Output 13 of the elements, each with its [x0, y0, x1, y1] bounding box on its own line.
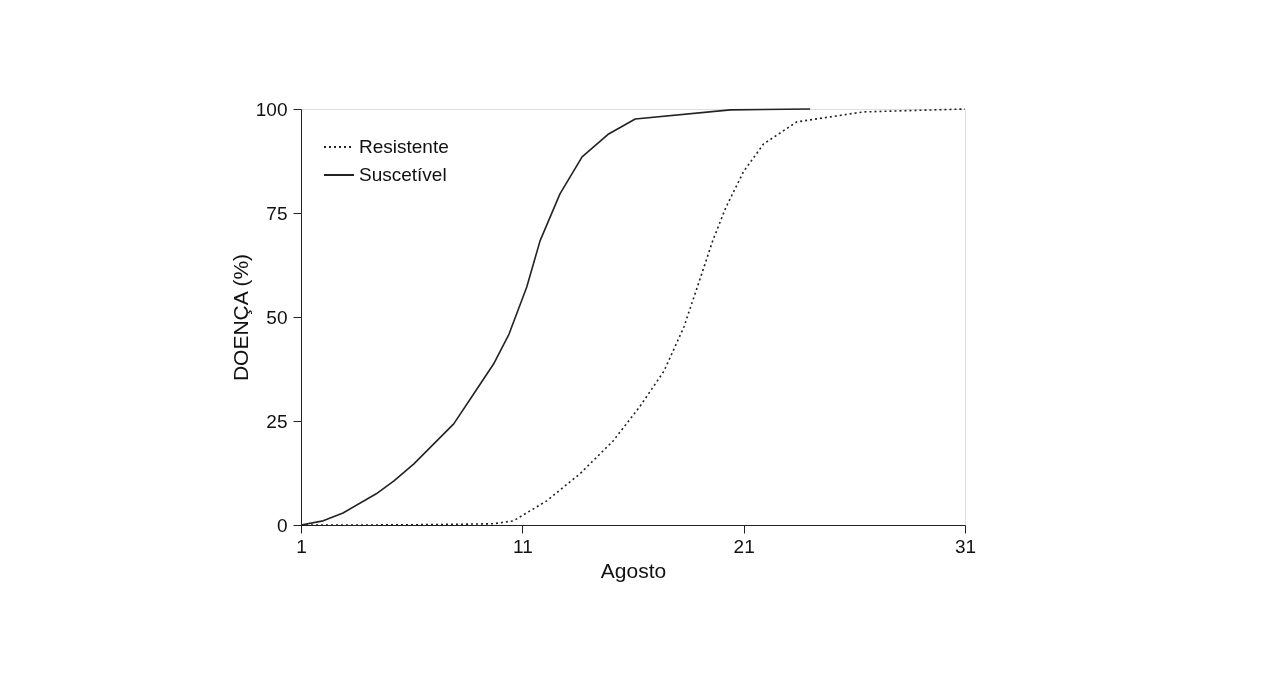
- legend-label: Suscetível: [359, 164, 447, 185]
- y-tick-label: 50: [266, 306, 288, 328]
- y-tick-label: 75: [266, 202, 288, 224]
- y-tick-label: 100: [255, 98, 288, 120]
- x-tick-label: 21: [733, 535, 755, 557]
- y-tick-label: 25: [266, 410, 288, 432]
- x-tick-label: 31: [954, 535, 977, 557]
- x-tick-label: 1: [296, 535, 307, 557]
- y-axis-title: DOENÇA (%): [228, 253, 252, 382]
- y-tick-label: 0: [276, 514, 288, 536]
- x-tick-label: 11: [512, 535, 533, 557]
- legend-label: Resistente: [359, 136, 449, 157]
- x-axis-title: Agosto: [600, 558, 667, 582]
